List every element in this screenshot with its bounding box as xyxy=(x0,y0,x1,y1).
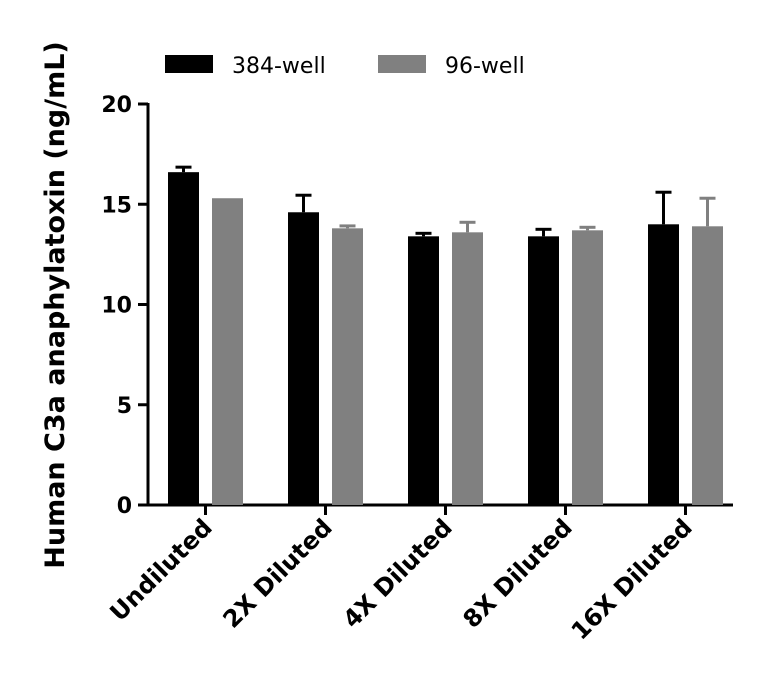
legend-label-96-well: 96-well xyxy=(445,54,525,79)
bars xyxy=(168,165,723,506)
x-tick-label: 4X Diluted xyxy=(338,513,458,633)
y-tick-label: 15 xyxy=(101,193,132,218)
bar-384-well-16x-diluted xyxy=(648,224,679,506)
y-tick-label: 20 xyxy=(101,93,132,118)
y-axis-label: Human C3a anaphylatoxin (ng/mL) xyxy=(40,41,71,568)
y-tick-label: 0 xyxy=(117,494,132,519)
y-ticks: 0 5 10 15 20 xyxy=(101,93,148,519)
x-tick-label: 2X Diluted xyxy=(218,513,338,633)
x-ticks: Undiluted 2X Diluted 4X Diluted 8X Diluted1… xyxy=(104,505,698,645)
y-tick-label: 10 xyxy=(101,294,132,319)
bar-96-well-2x-diluted xyxy=(332,228,363,505)
bar-384-well-undiluted xyxy=(168,172,199,506)
bar-384-well-8x-diluted xyxy=(528,236,559,505)
bar-96-well-16x-diluted xyxy=(692,226,723,505)
legend-swatch-96-well xyxy=(378,55,426,73)
legend-label-384-well: 384-well xyxy=(232,54,326,79)
bar-96-well-8x-diluted xyxy=(572,230,603,505)
x-tick-label: 16X Diluted xyxy=(566,513,698,645)
legend-swatch-384-well xyxy=(165,55,213,73)
x-tick-label: 8X Diluted xyxy=(458,513,578,633)
bar-384-well-4x-diluted xyxy=(408,236,439,505)
legend: 384-well 96-well xyxy=(165,54,525,79)
x-tick-label: Undiluted xyxy=(104,513,217,626)
bar-96-well-4x-diluted xyxy=(452,232,483,505)
bar-96-well-undiluted xyxy=(212,198,243,506)
bar-384-well-2x-diluted xyxy=(288,212,319,505)
y-tick-label: 5 xyxy=(117,394,132,419)
